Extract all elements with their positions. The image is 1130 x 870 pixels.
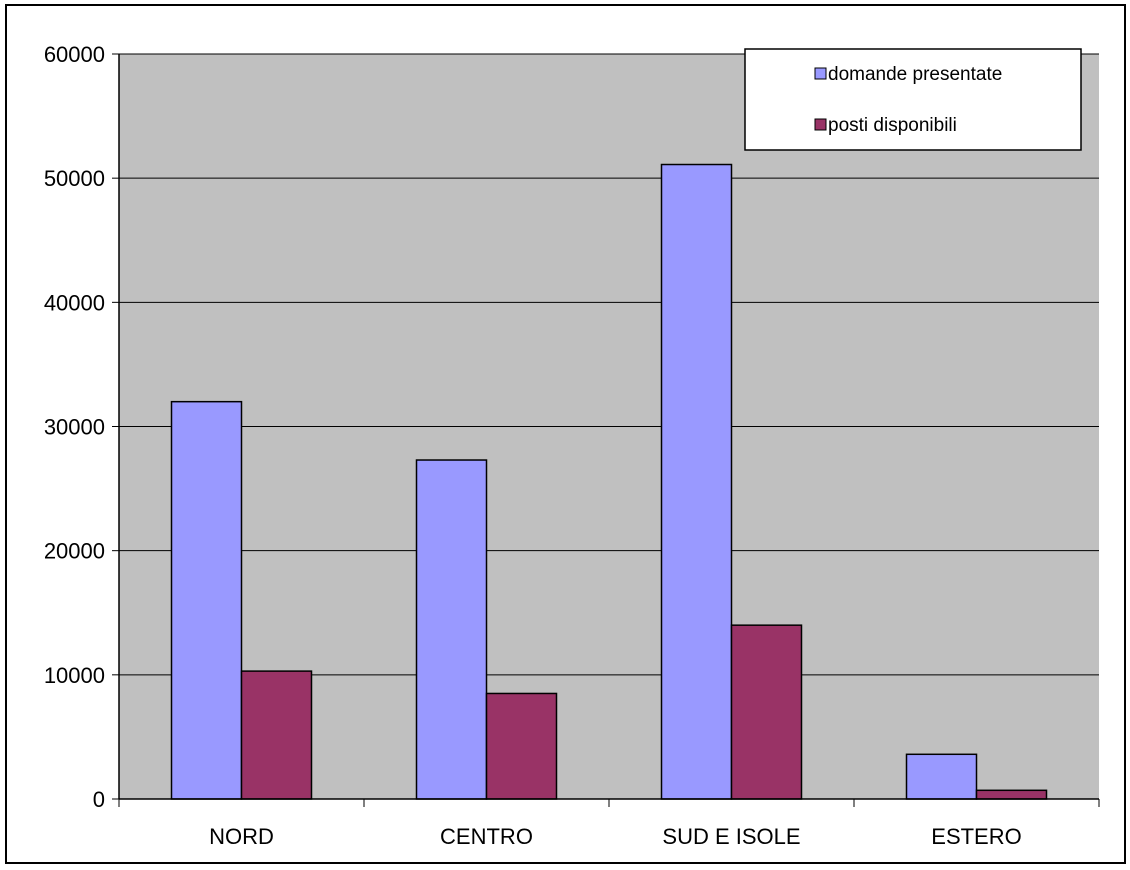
bar-domande-presentate-estero [905,753,978,800]
legend: domande presentate posti disponibili [744,48,1082,151]
bar-domande-presentate-centro [415,459,488,800]
y-tick-label: 10000 [44,663,105,688]
bar-posti-disponibili-estero [975,789,1048,800]
bar-domande-presentate-nord [170,400,243,800]
y-tick-label: 20000 [44,539,105,564]
bar-posti-disponibili-nord [240,670,313,800]
y-tick-label: 40000 [44,290,105,315]
legend-swatch-posti-disponibili [814,118,827,131]
legend-label-domande-presentate: domande presentate [828,64,1002,85]
x-tick-label: NORD [209,824,274,849]
bar-posti-disponibili-sud-e-isole [730,624,803,800]
bar-posti-disponibili-centro [485,692,558,800]
x-tick-label: ESTERO [931,824,1021,849]
y-tick-label: 0 [93,787,105,812]
y-tick-label: 50000 [44,166,105,191]
bar-domande-presentate-sud-e-isole [660,163,733,800]
y-tick-label: 30000 [44,415,105,440]
legend-box [744,48,1082,151]
x-tick-label: CENTRO [440,824,533,849]
legend-label-posti-disponibili: posti disponibili [828,115,957,136]
axes: 0 10000 20000 30000 40000 50000 60000 NORD CENTR… [44,42,1100,849]
y-tick-label: 60000 [44,42,105,67]
x-tick-label: SUD E ISOLE [662,824,800,849]
legend-swatch-domande-presentate [814,67,827,80]
